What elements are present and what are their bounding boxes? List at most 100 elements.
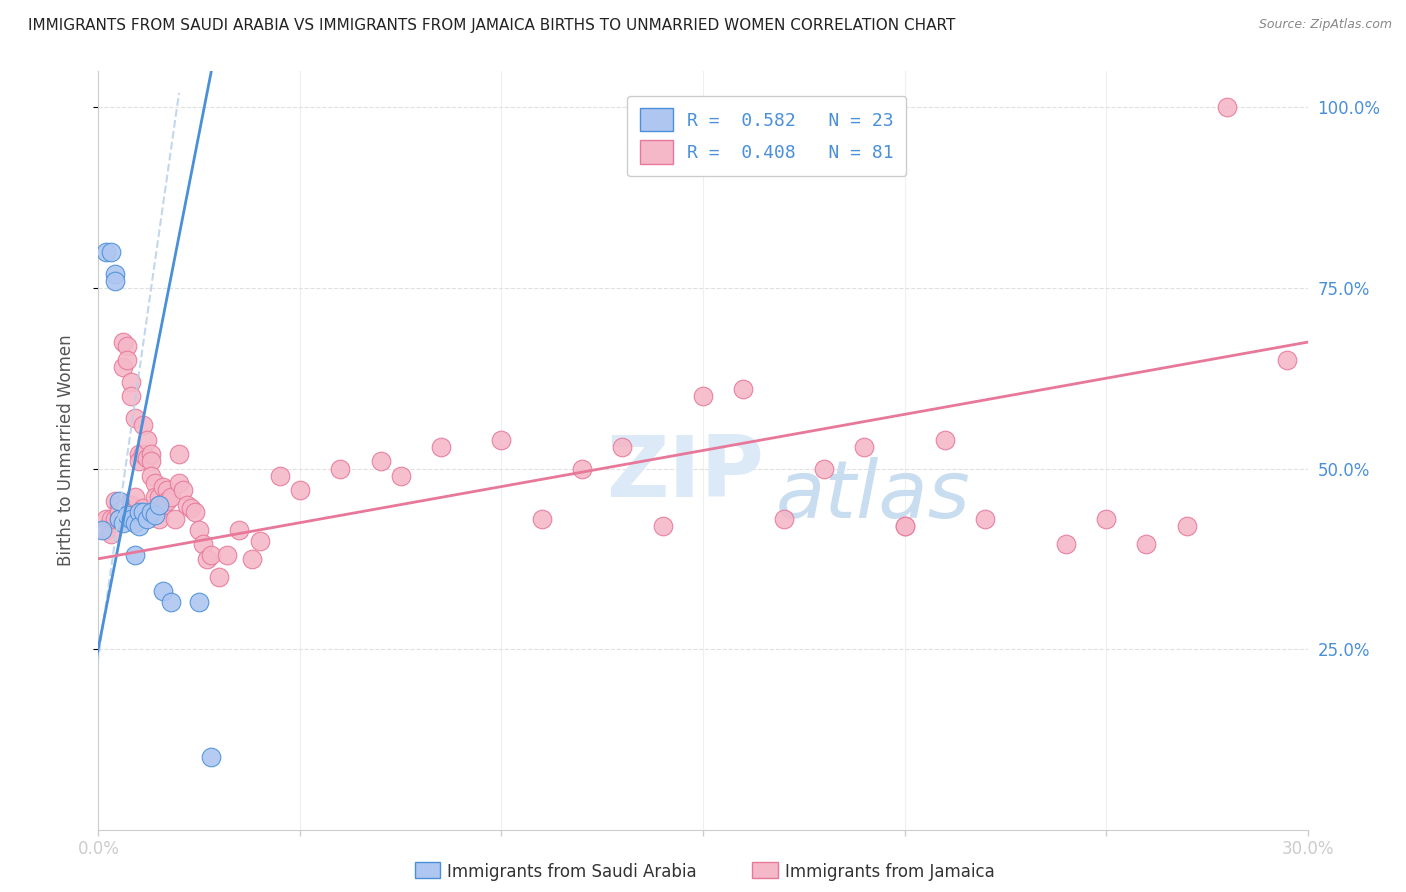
Point — [132, 418, 155, 433]
Point — [135, 512, 157, 526]
Point — [160, 595, 183, 609]
Point — [143, 491, 166, 505]
Point — [571, 461, 593, 475]
Point — [1135, 537, 1157, 551]
Point — [107, 512, 129, 526]
Point — [172, 483, 194, 498]
Point — [128, 505, 150, 519]
Point — [1095, 512, 1118, 526]
Point — [893, 519, 915, 533]
Point — [107, 498, 129, 512]
Point — [115, 508, 138, 523]
Point — [124, 548, 146, 562]
Point — [96, 512, 118, 526]
Point — [148, 491, 170, 505]
Text: atlas: atlas — [776, 457, 970, 535]
Point — [139, 447, 162, 461]
Point — [853, 440, 876, 454]
Point — [1054, 537, 1077, 551]
Point — [612, 440, 634, 454]
Point — [128, 519, 150, 533]
Point — [692, 389, 714, 403]
Point — [180, 501, 202, 516]
Point — [188, 595, 211, 609]
Point — [124, 491, 146, 505]
Point — [148, 498, 170, 512]
Point — [124, 516, 146, 530]
Point — [208, 570, 231, 584]
Point — [96, 244, 118, 259]
Point — [530, 512, 553, 526]
Point — [143, 475, 166, 490]
Point — [107, 494, 129, 508]
Point — [228, 523, 250, 537]
Point — [288, 483, 311, 498]
Point — [167, 447, 190, 461]
Point — [651, 519, 673, 533]
Point — [184, 505, 207, 519]
Point — [143, 508, 166, 523]
Y-axis label: Births to Unmarried Women: Births to Unmarried Women — [56, 334, 75, 566]
Text: Immigrants from Saudi Arabia: Immigrants from Saudi Arabia — [447, 863, 697, 881]
Point — [491, 433, 513, 447]
Point — [135, 433, 157, 447]
Point — [103, 274, 125, 288]
Point — [156, 494, 179, 508]
Point — [120, 375, 142, 389]
Point — [111, 335, 134, 350]
Point — [111, 516, 134, 530]
Point — [370, 454, 392, 468]
Point — [893, 519, 915, 533]
Point — [167, 475, 190, 490]
Point — [115, 339, 138, 353]
Point — [120, 498, 142, 512]
Point — [103, 267, 125, 281]
Point — [107, 505, 129, 519]
Text: IMMIGRANTS FROM SAUDI ARABIA VS IMMIGRANTS FROM JAMAICA BIRTHS TO UNMARRIED WOME: IMMIGRANTS FROM SAUDI ARABIA VS IMMIGRAN… — [28, 18, 956, 33]
Point — [813, 461, 835, 475]
Point — [135, 450, 157, 465]
Point — [115, 498, 138, 512]
Point — [329, 461, 352, 475]
Point — [772, 512, 794, 526]
Point — [120, 389, 142, 403]
Point — [152, 479, 174, 493]
Point — [100, 526, 122, 541]
Point — [128, 447, 150, 461]
Point — [152, 584, 174, 599]
Point — [139, 468, 162, 483]
Point — [240, 551, 263, 566]
Point — [91, 523, 114, 537]
Point — [132, 501, 155, 516]
Point — [100, 244, 122, 259]
Point — [103, 494, 125, 508]
Point — [120, 512, 142, 526]
Point — [1175, 519, 1198, 533]
Point — [96, 523, 118, 537]
Point — [188, 523, 211, 537]
Point — [163, 512, 186, 526]
Point — [430, 440, 453, 454]
Point — [128, 454, 150, 468]
Point — [195, 551, 218, 566]
Point — [148, 498, 170, 512]
Text: Immigrants from Jamaica: Immigrants from Jamaica — [785, 863, 994, 881]
Point — [200, 548, 222, 562]
Point — [200, 750, 222, 764]
Point — [193, 537, 215, 551]
Point — [152, 498, 174, 512]
Point — [148, 512, 170, 526]
Point — [160, 491, 183, 505]
Point — [1216, 100, 1239, 114]
Point — [1277, 353, 1299, 368]
Point — [249, 533, 271, 548]
Point — [100, 512, 122, 526]
Legend: R =  0.582   N = 23, R =  0.408   N = 81: R = 0.582 N = 23, R = 0.408 N = 81 — [627, 95, 907, 177]
Point — [389, 468, 412, 483]
Point — [217, 548, 239, 562]
Point — [269, 468, 291, 483]
Text: ZIP: ZIP — [606, 432, 763, 515]
Point — [111, 360, 134, 375]
Text: Source: ZipAtlas.com: Source: ZipAtlas.com — [1258, 18, 1392, 31]
Point — [132, 505, 155, 519]
